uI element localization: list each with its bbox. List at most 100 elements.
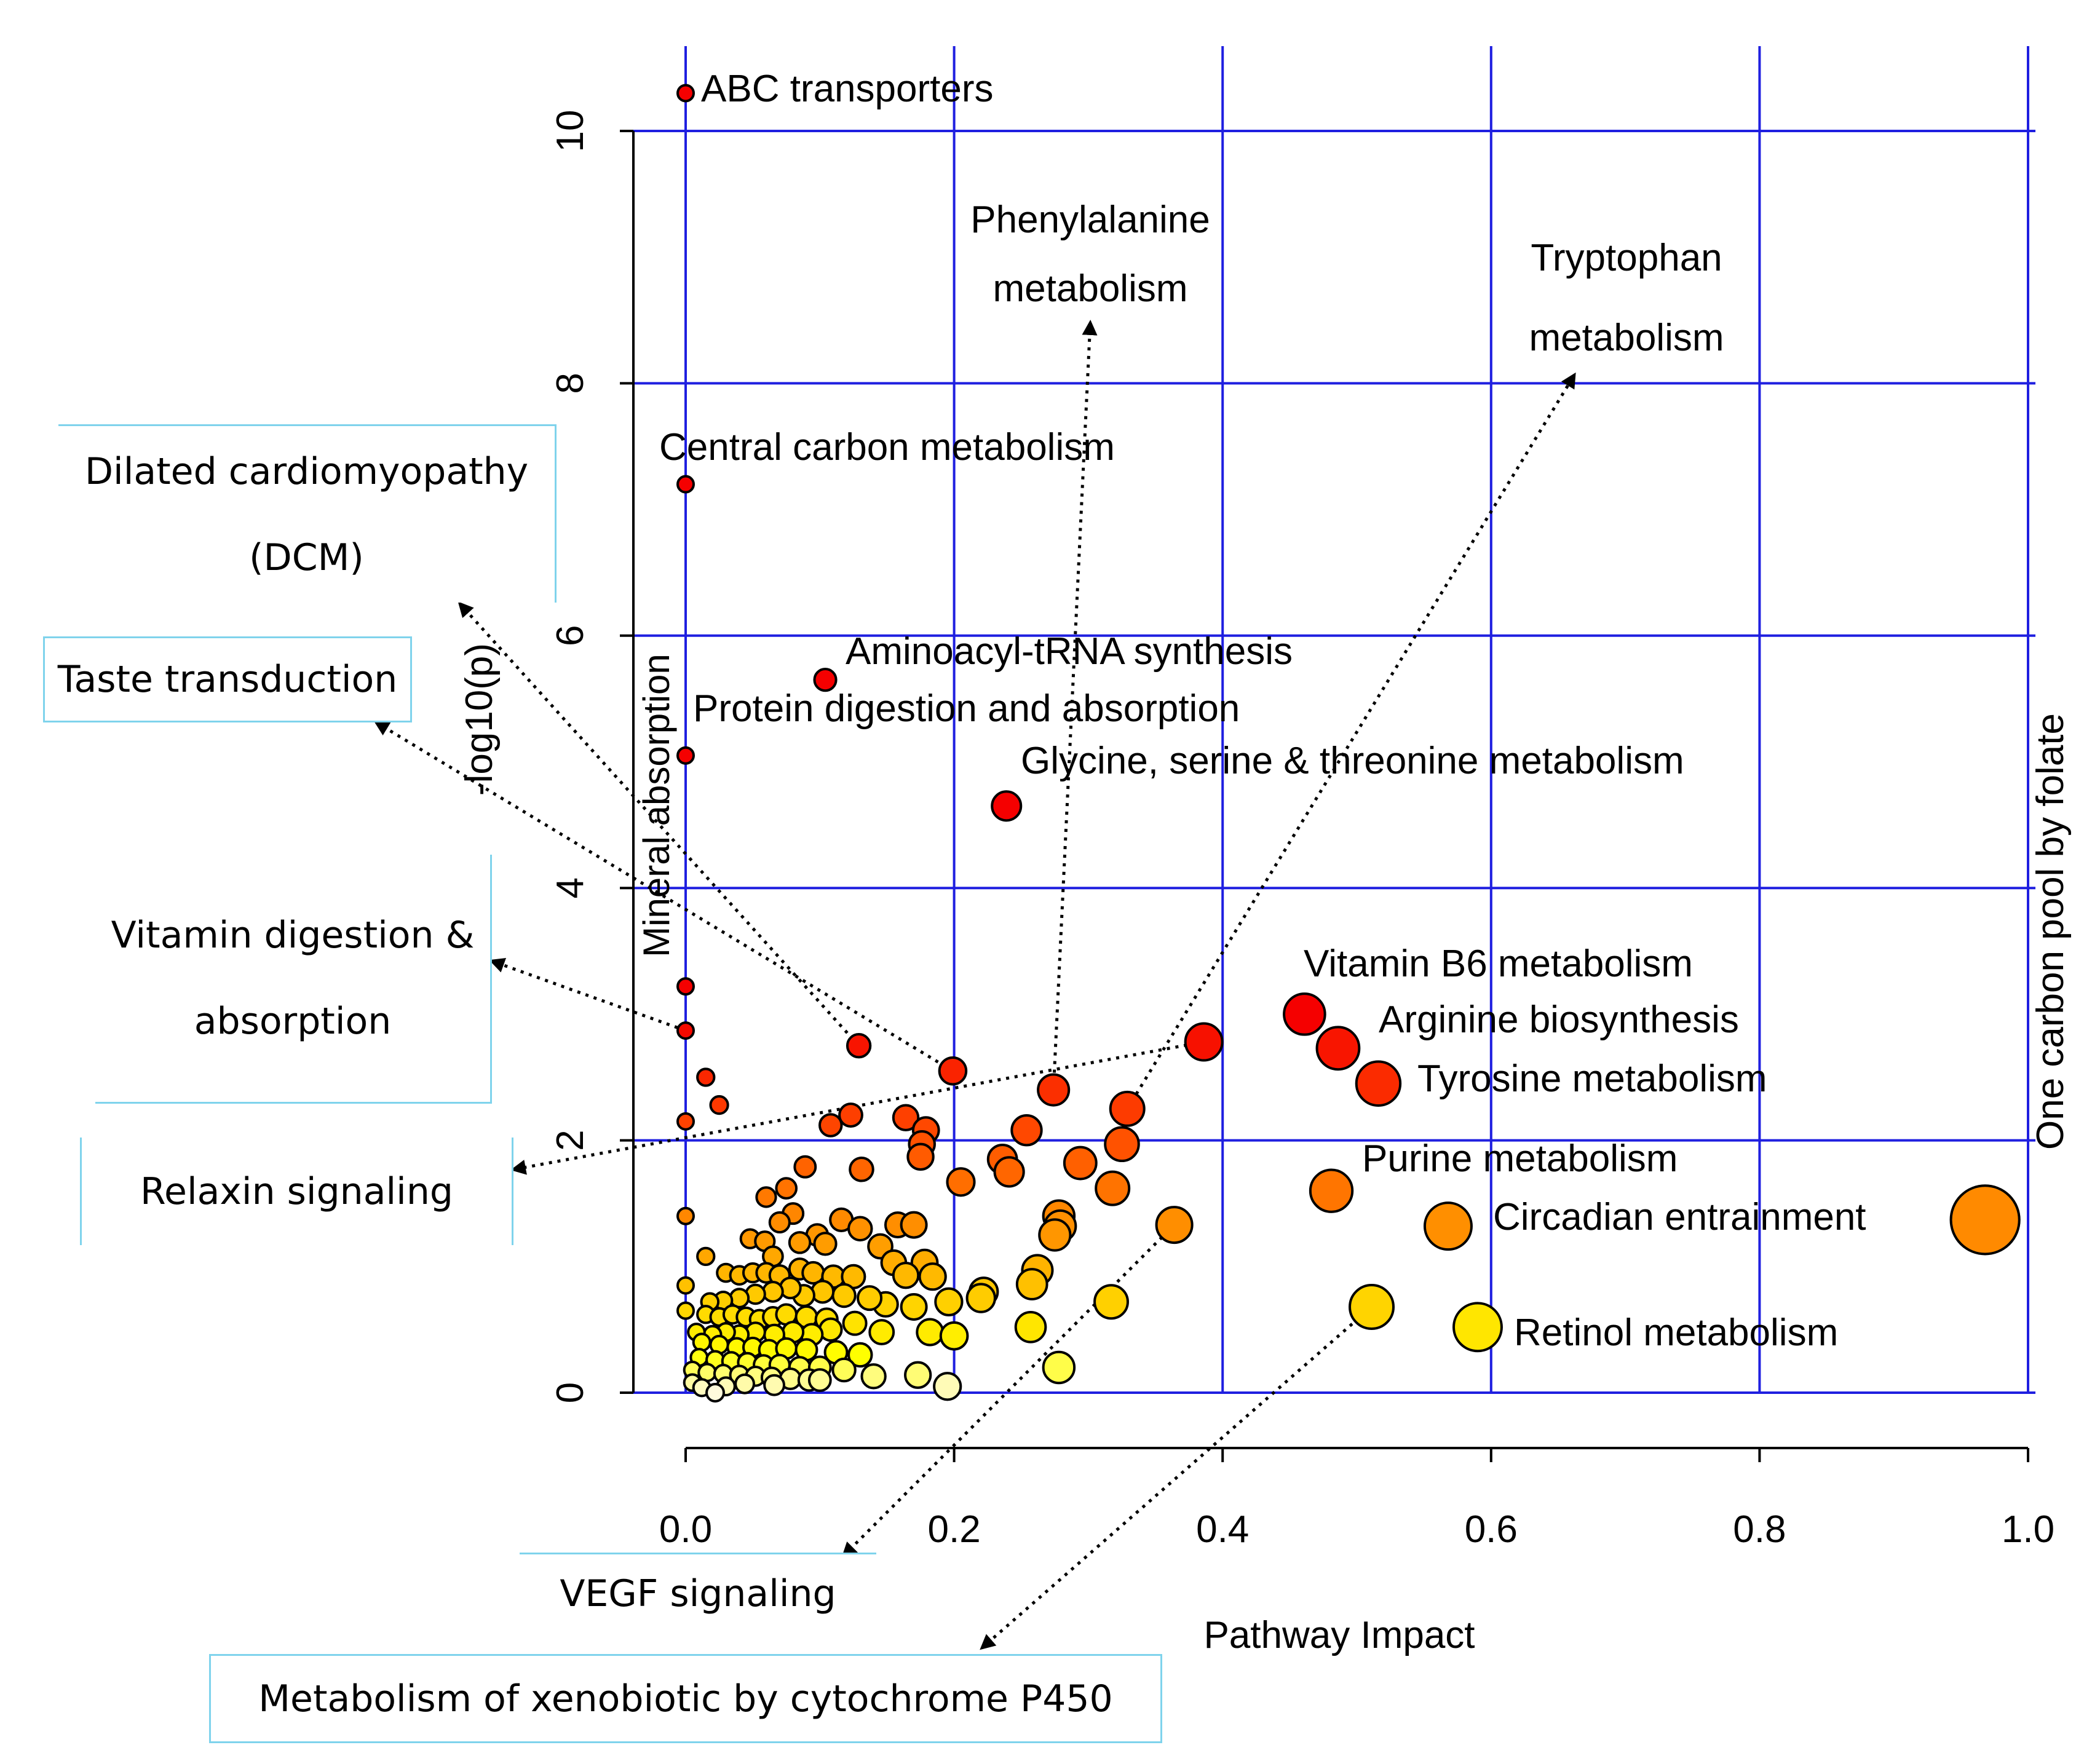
data-point bbox=[1104, 1126, 1140, 1163]
label-arginine-biosynthesis: Arginine biosynthesis bbox=[1379, 999, 1739, 1041]
data-point bbox=[934, 1287, 964, 1316]
data-point bbox=[692, 1332, 711, 1352]
y-tick-label: 2 bbox=[549, 1130, 592, 1150]
data-point bbox=[768, 1211, 791, 1234]
data-point bbox=[788, 1231, 812, 1254]
data-points bbox=[676, 84, 2021, 1403]
label-abc-transporters: ABC transporters bbox=[701, 68, 994, 110]
data-point bbox=[763, 1374, 785, 1396]
data-point bbox=[846, 1033, 872, 1059]
arrow-tryptophan-metabolism bbox=[1126, 372, 1576, 1110]
data-point bbox=[676, 1021, 695, 1040]
point-circadian-entrainment bbox=[1423, 1201, 1473, 1251]
box-dcm-text: Dilated cardiomyopathy (DCM) bbox=[84, 449, 529, 579]
data-point bbox=[849, 1157, 874, 1182]
data-point bbox=[1010, 1114, 1043, 1147]
arrow-vegf-signaling bbox=[841, 1224, 1176, 1558]
data-point bbox=[918, 1262, 947, 1291]
data-point bbox=[1038, 1218, 1072, 1252]
label-vitamin-b6-metabolism: Vitamin B6 metabolism bbox=[1304, 943, 1693, 985]
x-tick-label: 0.2 bbox=[927, 1508, 980, 1551]
annotation-phenylalanine-metabolism-line: Phenylalanine bbox=[970, 199, 1210, 241]
data-point bbox=[916, 1318, 945, 1347]
annotation-xenobiotic-metabolism: Metabolism of xenobiotic by cytochrome P… bbox=[209, 1654, 1162, 1743]
data-point bbox=[1184, 1022, 1224, 1062]
data-point bbox=[1093, 1284, 1129, 1320]
data-point bbox=[1349, 1283, 1395, 1330]
y-tick-label: 10 bbox=[549, 110, 592, 152]
point-abc-transporters bbox=[676, 84, 695, 103]
arrow-phenylalanine-metabolism bbox=[1052, 320, 1098, 1090]
data-point bbox=[734, 1373, 755, 1395]
y-axis-title: -log10(p) bbox=[458, 643, 501, 796]
data-point bbox=[762, 1280, 784, 1303]
annotation-arrows bbox=[373, 320, 1576, 1650]
x-tick-label: 0.4 bbox=[1196, 1508, 1249, 1551]
y-tick-label: 6 bbox=[549, 625, 592, 646]
annotation-vegf-signaling: VEGF signaling bbox=[520, 1553, 876, 1632]
data-point bbox=[709, 1095, 729, 1115]
box-vitamin-text: Vitamin digestion & absorption bbox=[111, 914, 475, 1043]
data-point bbox=[676, 1112, 695, 1131]
box-taste-text: Taste transduction bbox=[57, 658, 398, 701]
annotation-vitamin-digestion: Vitamin digestion & absorption bbox=[95, 855, 492, 1104]
y-tick-label: 8 bbox=[549, 373, 592, 394]
data-point bbox=[965, 1283, 996, 1313]
annotation-taste-transduction: Taste transduction bbox=[43, 636, 412, 722]
label-central-carbon-metabolism: Central carbon metabolism bbox=[659, 426, 1115, 469]
data-point bbox=[810, 1280, 835, 1304]
point-arginine-biosynthesis bbox=[1315, 1026, 1361, 1071]
arrow-taste-transduction bbox=[373, 721, 954, 1072]
data-point bbox=[1155, 1206, 1194, 1245]
data-point bbox=[807, 1368, 832, 1392]
point-aminoacyl-trna-synthesis bbox=[813, 668, 838, 692]
data-point bbox=[676, 1276, 695, 1295]
data-point bbox=[1063, 1146, 1098, 1181]
arrow-vitamin-digestion-absorption bbox=[489, 957, 686, 1032]
annotation-tryptophan-metabolism-line: metabolism bbox=[1529, 317, 1724, 359]
data-point bbox=[1015, 1268, 1048, 1300]
label-tyrosine-metabolism: Tyrosine metabolism bbox=[1417, 1058, 1767, 1100]
data-point bbox=[868, 1319, 895, 1345]
data-point bbox=[847, 1216, 873, 1241]
x-tick-label: 0.6 bbox=[1465, 1508, 1518, 1551]
label-retinol-metabolism: Retinol metabolism bbox=[1514, 1312, 1838, 1354]
annotation-phenylalanine-metabolism-line: metabolism bbox=[993, 267, 1188, 310]
x-tick-label: 0.0 bbox=[659, 1508, 712, 1551]
point-central-carbon-metabolism bbox=[676, 475, 695, 494]
data-point bbox=[993, 1156, 1025, 1188]
data-point bbox=[900, 1211, 928, 1239]
data-point bbox=[793, 1155, 817, 1179]
data-point bbox=[842, 1310, 868, 1336]
data-point bbox=[831, 1357, 857, 1383]
point-glycine-serine-threonine-metabolism bbox=[991, 790, 1023, 822]
label-one-carbon-pool-by-folate: One carbon pool by folate bbox=[2029, 713, 2072, 1150]
label-purine-metabolism: Purine metabolism bbox=[1362, 1138, 1678, 1180]
annotation-dilated-cardiomyopathy: Dilated cardiomyopathy (DCM) bbox=[58, 424, 557, 603]
data-point bbox=[676, 977, 695, 996]
box-xeno-text: Metabolism of xenobiotic by cytochrome P… bbox=[258, 1677, 1113, 1720]
data-point bbox=[860, 1363, 887, 1390]
y-tick-label: 0 bbox=[549, 1382, 592, 1403]
data-point bbox=[813, 1232, 838, 1256]
annotation-relaxin-signaling: Relaxin signaling bbox=[80, 1138, 513, 1245]
data-point bbox=[857, 1285, 883, 1312]
label-protein-digestion-and-absorption: Protein digestion and absorption bbox=[693, 687, 1240, 730]
point-purine-metabolism bbox=[1309, 1168, 1354, 1213]
x-tick-label: 0.8 bbox=[1733, 1508, 1786, 1551]
data-point bbox=[676, 1206, 695, 1225]
data-point bbox=[1037, 1073, 1071, 1107]
arrow-metabolism-of-xenobiotic-by-cytochrome-p450 bbox=[980, 1305, 1373, 1650]
data-point bbox=[946, 1167, 976, 1197]
data-point bbox=[892, 1261, 920, 1289]
point-protein-digestion-and-absorption bbox=[676, 746, 695, 765]
data-point bbox=[1014, 1310, 1047, 1344]
data-point bbox=[906, 1142, 935, 1171]
label-aminoacyl-trna-synthesis: Aminoacyl-tRNA synthesis bbox=[846, 630, 1293, 673]
data-point bbox=[933, 1372, 962, 1401]
point-retinol-metabolism bbox=[1452, 1302, 1503, 1353]
point-tyrosine-metabolism bbox=[1355, 1060, 1402, 1107]
data-point bbox=[775, 1177, 798, 1200]
data-point bbox=[705, 1383, 725, 1403]
